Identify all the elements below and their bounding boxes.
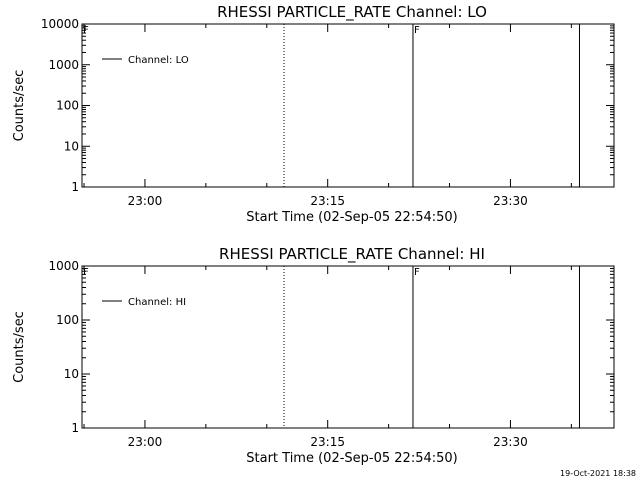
y-tick-label: 10000 — [41, 17, 79, 31]
y-tick-label: 1000 — [48, 259, 79, 273]
chart-title: RHESSI PARTICLE_RATE Channel: LO — [217, 3, 487, 22]
chart-title: RHESSI PARTICLE_RATE Channel: HI — [219, 245, 485, 264]
legend-label: Channel: LO — [128, 55, 189, 66]
flare-marker: F — [414, 267, 420, 278]
plot-frame — [81, 265, 615, 429]
chart-panel-lo: RHESSI PARTICLE_RATE Channel: LO Counts/s… — [12, 3, 615, 225]
corner-marker: F — [83, 267, 89, 278]
x-tick-label: 23:00 — [128, 435, 163, 449]
chart-panel-hi: RHESSI PARTICLE_RATE Channel: HI Counts/s… — [12, 245, 615, 466]
y-axis-label: Counts/sec — [12, 311, 27, 383]
plot-frame — [81, 23, 615, 188]
flare-marker: F — [414, 25, 420, 36]
x-tick-label: 23:30 — [493, 194, 528, 208]
y-tick-label: 100 — [56, 99, 79, 113]
x-tick-label: 23:15 — [310, 435, 345, 449]
x-axis-label: Start Time (02-Sep-05 22:54:50) — [246, 451, 457, 466]
y-tick-label: 10 — [64, 139, 79, 153]
x-axis-label: Start Time (02-Sep-05 22:54:50) — [246, 210, 457, 225]
x-tick-label: 23:30 — [493, 435, 528, 449]
y-tick-label: 1000 — [48, 58, 79, 72]
corner-marker: F — [83, 25, 89, 36]
timestamp: 19-Oct-2021 18:38 — [560, 469, 636, 478]
y-axis-label: Counts/sec — [12, 70, 27, 142]
x-tick-label: 23:15 — [310, 194, 345, 208]
y-tick-label: 100 — [56, 313, 79, 327]
y-tick-label: 1 — [71, 180, 79, 194]
x-tick-label: 23:00 — [128, 194, 163, 208]
y-tick-label: 1 — [71, 421, 79, 435]
legend-label: Channel: HI — [128, 297, 186, 308]
y-tick-label: 10 — [64, 367, 79, 381]
